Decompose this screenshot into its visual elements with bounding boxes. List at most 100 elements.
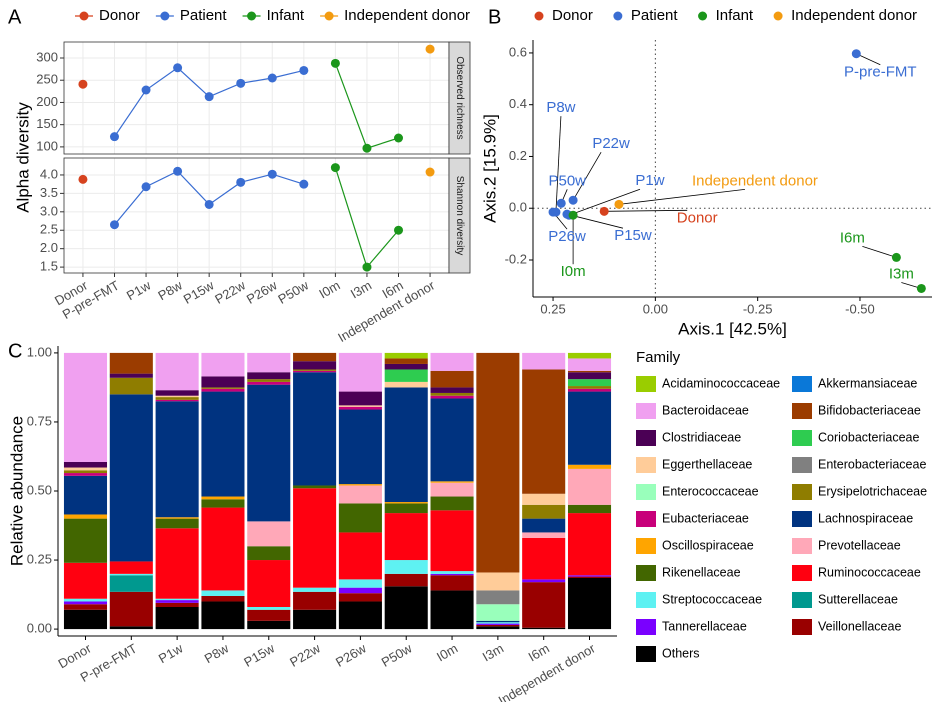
legend-item: Prevotellaceae xyxy=(792,538,901,554)
bar-segment xyxy=(247,384,291,522)
bar-segment xyxy=(522,582,566,628)
legend-item: Enterococcaceae xyxy=(636,484,759,500)
panel-label: B xyxy=(488,6,501,28)
label-leader xyxy=(572,152,602,201)
data-point xyxy=(556,198,566,208)
data-point xyxy=(78,79,88,89)
y-tick-label: 0.4 xyxy=(509,96,527,111)
bar-segment xyxy=(201,507,245,591)
bar-segment xyxy=(476,604,520,621)
data-point xyxy=(330,163,340,173)
bar-segment xyxy=(476,572,520,591)
legend-label: Prevotellaceae xyxy=(818,538,901,552)
legend-label: Donor xyxy=(99,7,140,24)
legend-label: Enterobacteriaceae xyxy=(818,457,926,471)
legend-item: Donor xyxy=(534,7,593,24)
bar-segment xyxy=(155,397,199,400)
bar-segment xyxy=(476,622,520,624)
data-point xyxy=(173,63,183,73)
legend-item: Infant xyxy=(698,7,754,24)
data-point xyxy=(568,195,578,205)
bar-segment xyxy=(201,496,245,500)
legend-item: Bacteroidaceae xyxy=(636,403,749,419)
legend-label: Bacteroidaceae xyxy=(662,403,749,417)
x-tick-label: P1w xyxy=(156,640,186,666)
y-tick-label: 250 xyxy=(36,72,58,87)
bar-segment xyxy=(522,537,566,580)
data-point xyxy=(394,225,404,235)
y-axis-title: Axis.2 [15.9%] xyxy=(480,114,499,223)
legend-label: Bifidobacteriaceae xyxy=(818,403,921,417)
bar-segment xyxy=(293,485,337,489)
bar-segment xyxy=(384,369,428,382)
point-label: P22w xyxy=(592,135,630,152)
bar-segment xyxy=(109,377,153,395)
bar-segment xyxy=(338,484,382,486)
bar-segment xyxy=(567,575,612,577)
legend-item: Bifidobacteriaceae xyxy=(792,403,921,419)
bar-segment xyxy=(567,578,612,630)
bar-segment xyxy=(63,562,108,599)
bar-segment xyxy=(63,467,108,471)
legend-label: Coriobacteriaceae xyxy=(818,430,919,444)
x-tick-label: P22w xyxy=(287,640,323,670)
y-tick-label: 2.0 xyxy=(40,240,58,255)
legend-label: Clostridiaceae xyxy=(662,430,741,444)
bar-segment xyxy=(384,513,428,561)
y-tick-label: 4.0 xyxy=(40,166,58,181)
legend-title: Family xyxy=(636,349,681,366)
bar-segment xyxy=(522,579,566,583)
bar-segment xyxy=(201,590,245,596)
legend-item: Akkermansiaceae xyxy=(792,376,917,392)
bar-segment xyxy=(109,394,153,562)
legend-label: Infant xyxy=(267,7,305,24)
bar-segment xyxy=(293,587,337,592)
bar-segment xyxy=(155,518,199,529)
legend-key xyxy=(636,457,656,473)
y-tick-label: 0.6 xyxy=(509,44,527,59)
bar-segment xyxy=(384,363,428,370)
bar-segment xyxy=(430,482,474,497)
bar-segment xyxy=(109,591,153,627)
bar-segment xyxy=(293,370,337,373)
y-tick-label: 200 xyxy=(36,94,58,109)
y-tick-label: 0.00 xyxy=(27,621,52,636)
legend-label: Patient xyxy=(631,7,679,24)
bar-segment xyxy=(567,464,612,469)
bar-segment xyxy=(384,352,428,359)
bar-segment xyxy=(338,601,382,630)
legend-key xyxy=(792,403,812,419)
data-point xyxy=(141,85,151,95)
bar-segment xyxy=(63,609,108,630)
bar-segment xyxy=(63,462,108,468)
point-label: Independent donor xyxy=(692,172,818,189)
legend-label: Sutterellaceae xyxy=(818,592,898,606)
bar-segment xyxy=(155,390,199,396)
bar-segment xyxy=(155,602,199,607)
y-tick-label: 1.00 xyxy=(27,344,52,359)
legend-key xyxy=(792,457,812,473)
bar-segment xyxy=(155,528,199,599)
bar-segment xyxy=(338,579,382,588)
y-tick-label: 0.25 xyxy=(27,551,52,566)
point-label: I0m xyxy=(561,263,586,280)
legend-item: Acidaminococcaceae xyxy=(636,376,780,392)
legend-key xyxy=(613,11,623,21)
bar-segment xyxy=(430,510,474,572)
bar-segment xyxy=(567,372,612,380)
x-tick-label: P8w xyxy=(155,277,185,303)
legend-item: Others xyxy=(636,646,700,662)
legend-item: Independent donor xyxy=(320,7,470,24)
bar-segment xyxy=(384,573,428,587)
bar-segment xyxy=(384,503,428,514)
bar-segment xyxy=(567,386,612,389)
bar-segment xyxy=(522,352,566,370)
bar-segment xyxy=(384,560,428,574)
y-tick-label: 0.0 xyxy=(509,200,527,215)
data-point xyxy=(236,177,246,187)
bar-segment xyxy=(293,352,337,362)
data-point xyxy=(362,262,372,272)
legend-item: Patient xyxy=(613,7,678,24)
legend-key xyxy=(636,619,656,635)
legend-label: Akkermansiaceae xyxy=(818,376,917,390)
